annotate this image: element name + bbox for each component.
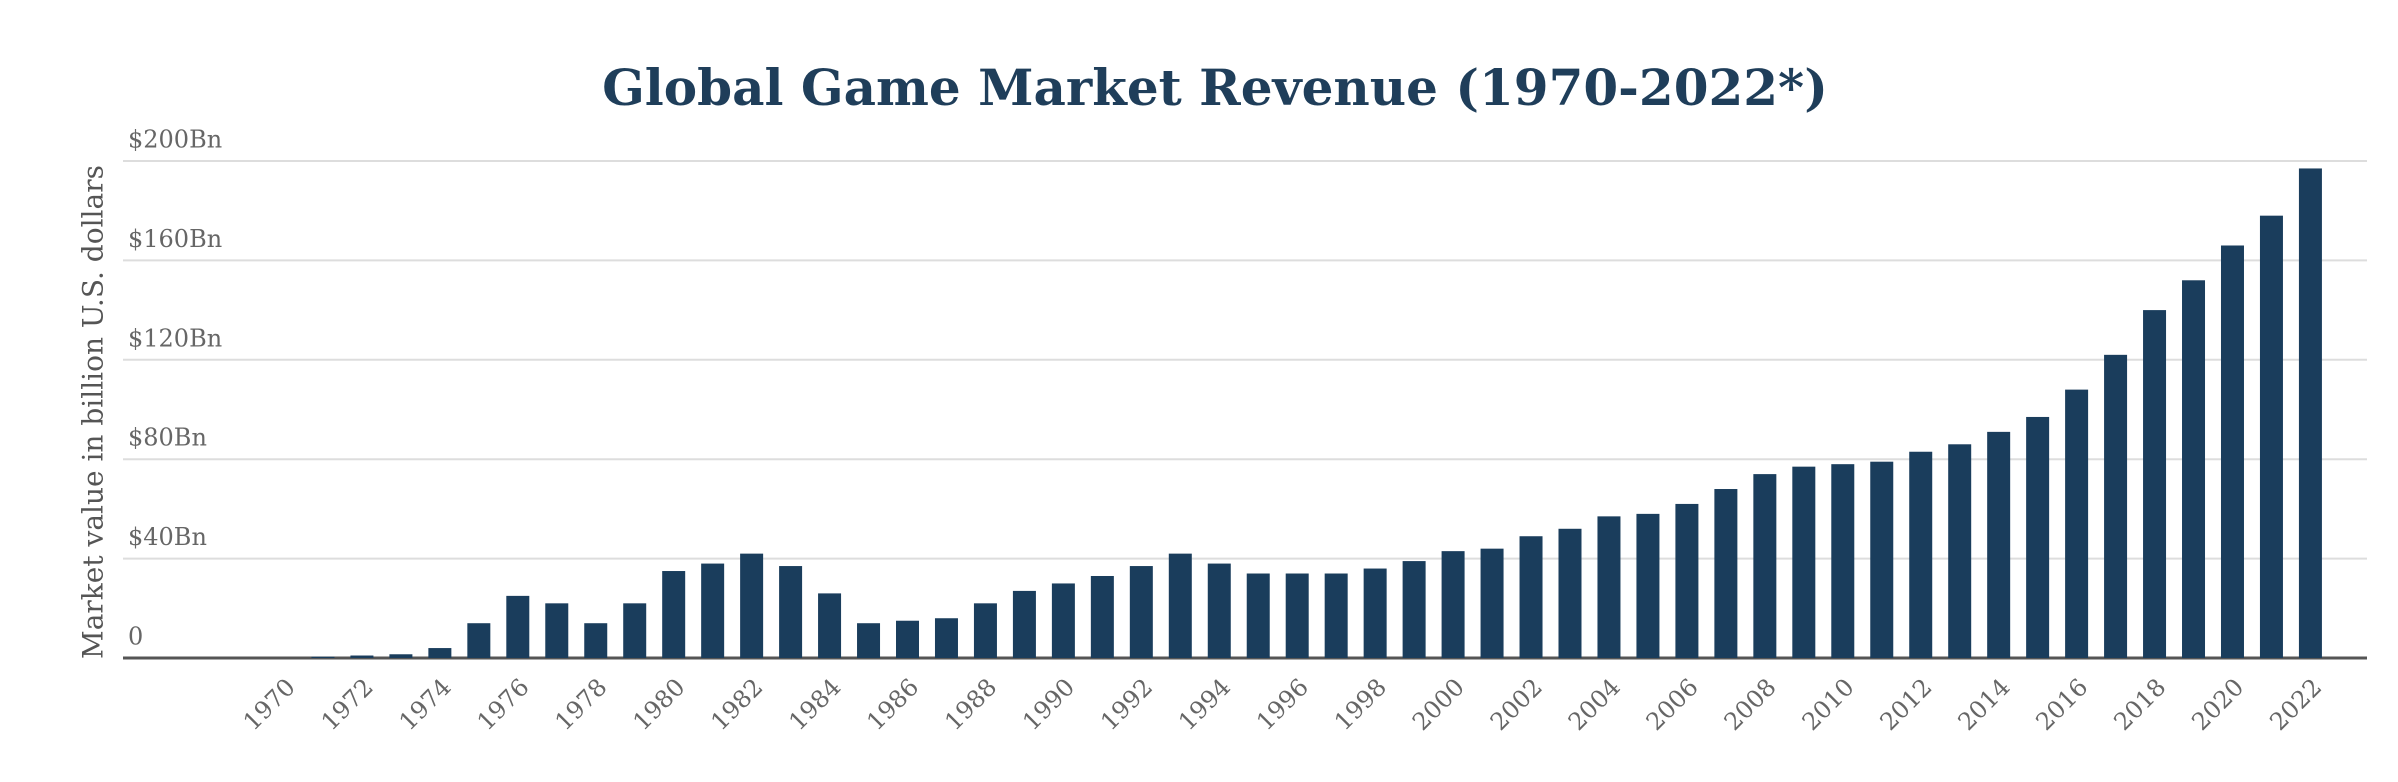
bar bbox=[1441, 551, 1465, 658]
bar bbox=[1480, 548, 1504, 658]
bar bbox=[973, 603, 997, 658]
x-tick-label: 2010 bbox=[1797, 673, 1860, 736]
x-tick-label: 1972 bbox=[316, 673, 379, 736]
bar bbox=[1402, 561, 1426, 658]
x-tick-label: 1978 bbox=[550, 673, 613, 736]
bar bbox=[740, 553, 764, 658]
bar bbox=[1831, 464, 1855, 658]
bar bbox=[1129, 566, 1153, 658]
bar bbox=[311, 656, 335, 658]
bar bbox=[2182, 280, 2206, 658]
x-tick-label: 1976 bbox=[472, 673, 535, 736]
bar bbox=[1051, 583, 1075, 658]
bar bbox=[1168, 553, 1192, 658]
chart-title: Global Game Market Revenue (1970-2022*) bbox=[602, 58, 1828, 117]
bar bbox=[1636, 513, 1660, 658]
bar bbox=[2143, 310, 2167, 658]
bar bbox=[1753, 474, 1777, 658]
x-tick-label: 1986 bbox=[861, 673, 924, 736]
bar bbox=[662, 571, 686, 658]
y-axis-label: Market value in billion U.S. dollars bbox=[77, 165, 110, 659]
bar bbox=[584, 623, 608, 658]
bar bbox=[2104, 354, 2128, 658]
x-tick-label: 2008 bbox=[1719, 673, 1782, 736]
x-tick-label: 2020 bbox=[2186, 673, 2249, 736]
x-tick-label: 2012 bbox=[1875, 673, 1938, 736]
bar bbox=[1987, 431, 2011, 658]
bar bbox=[545, 603, 569, 658]
bar bbox=[428, 648, 452, 658]
x-tick-label: 2014 bbox=[1953, 673, 2016, 736]
bar bbox=[1285, 573, 1309, 658]
bar bbox=[1363, 568, 1387, 658]
bar bbox=[1714, 489, 1738, 658]
y-tick-label: $120Bn bbox=[128, 324, 222, 352]
bar bbox=[1519, 536, 1543, 658]
bar bbox=[2220, 245, 2244, 659]
bar bbox=[2065, 389, 2089, 658]
x-tick-label: 1996 bbox=[1251, 673, 1314, 736]
bar bbox=[350, 655, 374, 658]
bar bbox=[506, 595, 530, 658]
x-tick-label: 1974 bbox=[394, 673, 457, 736]
bar bbox=[2026, 416, 2050, 658]
bar bbox=[1246, 573, 1270, 658]
bar bbox=[1324, 573, 1348, 658]
bar bbox=[1012, 590, 1036, 658]
x-tick-label: 1990 bbox=[1017, 673, 1080, 736]
bar bbox=[623, 603, 647, 658]
x-tick-label: 2004 bbox=[1563, 673, 1626, 736]
bar bbox=[818, 593, 842, 658]
y-tick-label: $200Bn bbox=[128, 126, 222, 154]
y-tick-label: $80Bn bbox=[128, 424, 207, 452]
y-tick-label: $160Bn bbox=[128, 225, 222, 253]
x-tick-label: 2018 bbox=[2108, 673, 2171, 736]
x-tick-label: 1994 bbox=[1173, 673, 1236, 736]
x-tick-label: 1970 bbox=[238, 673, 301, 736]
bar bbox=[389, 654, 413, 658]
bar bbox=[701, 563, 725, 658]
bar bbox=[1870, 461, 1894, 658]
x-tick-label: 1998 bbox=[1329, 673, 1392, 736]
bar bbox=[1558, 528, 1582, 658]
y-tick-label: 0 bbox=[128, 623, 143, 651]
bar bbox=[779, 566, 803, 658]
x-tick-label: 1992 bbox=[1095, 673, 1158, 736]
bar bbox=[2298, 168, 2322, 658]
x-tick-label: 1982 bbox=[705, 673, 768, 736]
bar bbox=[1675, 503, 1699, 658]
x-tick-label: 2016 bbox=[2030, 673, 2093, 736]
bar bbox=[896, 620, 920, 658]
bar bbox=[934, 618, 958, 658]
x-tick-label: 2000 bbox=[1407, 673, 1470, 736]
bar bbox=[467, 623, 491, 658]
x-tick-label: 2022 bbox=[2264, 673, 2327, 736]
bar bbox=[1207, 563, 1231, 658]
bar bbox=[1792, 466, 1816, 658]
x-tick-label: 1988 bbox=[939, 673, 1002, 736]
bar bbox=[857, 623, 881, 658]
x-tick-label: 1980 bbox=[628, 673, 691, 736]
bar bbox=[1597, 516, 1621, 658]
bar bbox=[1090, 575, 1114, 658]
bar bbox=[1948, 444, 1972, 658]
bar bbox=[1909, 451, 1933, 658]
x-tick-label: 2006 bbox=[1641, 673, 1704, 736]
bar bbox=[2259, 215, 2283, 659]
x-tick-label: 2002 bbox=[1485, 673, 1548, 736]
y-tick-label: $40Bn bbox=[128, 523, 207, 551]
x-tick-label: 1984 bbox=[783, 673, 846, 736]
